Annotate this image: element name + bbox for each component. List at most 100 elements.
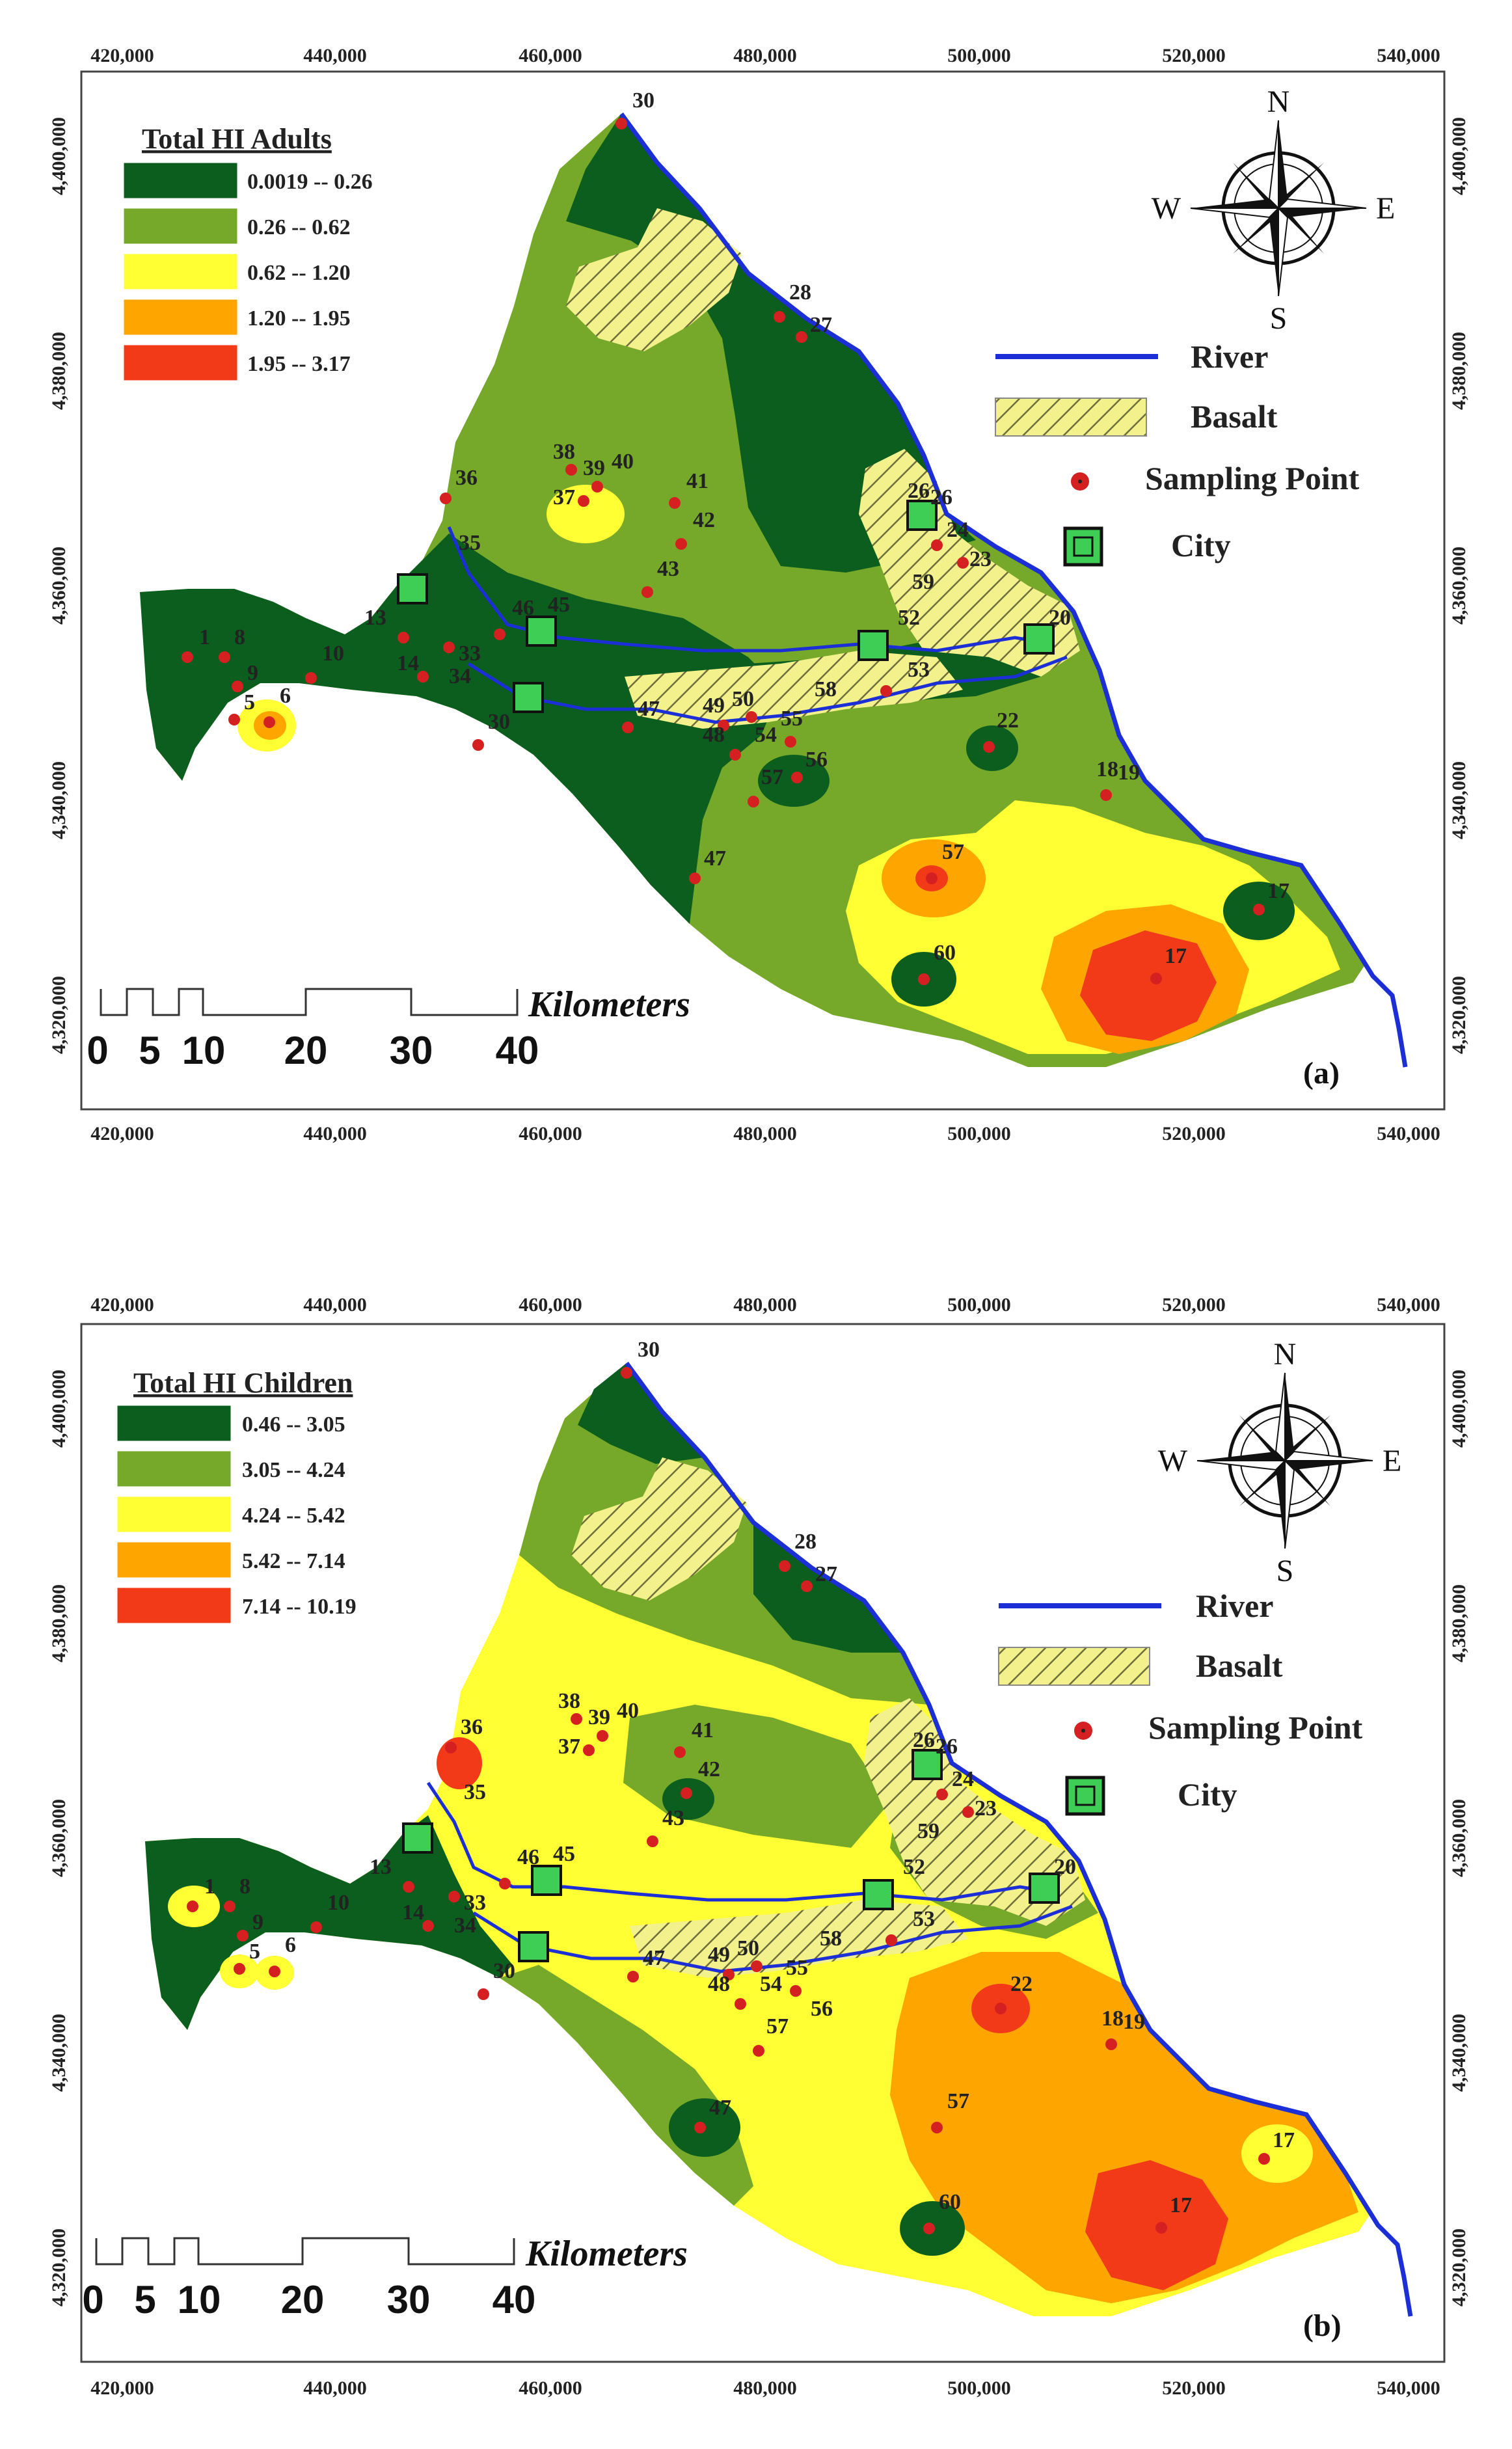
legend-swatch bbox=[123, 344, 238, 381]
x-tick: 440,000 bbox=[303, 45, 367, 66]
x-tick: 520,000 bbox=[1162, 1294, 1226, 1316]
sample-point bbox=[675, 538, 687, 550]
sample-label: 18 bbox=[1096, 757, 1118, 781]
compass-s: S bbox=[1276, 1554, 1294, 1588]
sample-point bbox=[689, 873, 701, 884]
sample-point bbox=[232, 681, 243, 692]
basalt-key-swatch bbox=[995, 398, 1147, 437]
map-panel-b: 420,000 440,000 460,000 480,000 500,000 … bbox=[48, 1294, 1470, 2399]
x-tick: 420,000 bbox=[90, 1294, 154, 1316]
sample-point bbox=[674, 1746, 686, 1758]
red-zone-16 bbox=[1080, 930, 1217, 1041]
compass-rose-icon: N S E W bbox=[1158, 1337, 1402, 1588]
sample-label: 47 bbox=[704, 846, 726, 871]
sample-point bbox=[1105, 2038, 1117, 2050]
sample-point bbox=[622, 722, 634, 733]
sample-label: 22 bbox=[997, 709, 1019, 733]
left-y-ticks: 4,400,000 4,380,000 4,360,000 4,340,000 … bbox=[48, 1370, 70, 2307]
sample-point bbox=[926, 873, 938, 884]
sample-label: 34 bbox=[454, 1914, 476, 1938]
legend-swatch bbox=[123, 208, 238, 245]
sample-point bbox=[422, 1920, 434, 1932]
sample-label: 17 bbox=[1165, 944, 1187, 968]
y-tick: 4,400,000 bbox=[1448, 117, 1470, 195]
sample-label: 30 bbox=[638, 1338, 660, 1362]
scale-label: 5 bbox=[134, 2278, 155, 2321]
city-marker bbox=[397, 573, 428, 604]
sample-label: 40 bbox=[612, 450, 634, 474]
sample-point bbox=[748, 796, 759, 807]
y-tick: 4,400,000 bbox=[1448, 1370, 1470, 1448]
city-markers bbox=[397, 500, 1055, 713]
sample-point bbox=[962, 1806, 974, 1818]
city-marker bbox=[402, 1822, 433, 1854]
sample-point bbox=[931, 2122, 943, 2133]
x-tick: 440,000 bbox=[303, 2377, 367, 2399]
y-tick: 4,380,000 bbox=[1448, 332, 1470, 410]
x-tick: 480,000 bbox=[733, 1294, 797, 1316]
inner-river-north bbox=[426, 1781, 1060, 1902]
sample-label: 22 bbox=[1010, 1972, 1033, 1996]
sample-label: 5 bbox=[249, 1940, 260, 1964]
scale-bar-line bbox=[95, 2237, 515, 2266]
sample-point bbox=[499, 1878, 511, 1889]
sample-point bbox=[1258, 2153, 1270, 2165]
legend-swatch bbox=[116, 1450, 232, 1487]
sample-label: 9 bbox=[252, 1910, 263, 1934]
scale-label: 10 bbox=[178, 2278, 221, 2321]
sample-point bbox=[403, 1881, 414, 1893]
top-x-ticks: 420,000 440,000 460,000 480,000 500,000 … bbox=[90, 1294, 1440, 1316]
sample-label: 30 bbox=[632, 88, 655, 113]
x-tick: 540,000 bbox=[1377, 1294, 1440, 1316]
compass-e: E bbox=[1383, 1444, 1401, 1478]
sample-label: 1 bbox=[204, 1874, 215, 1899]
sample-point bbox=[448, 1891, 460, 1902]
sample-label: 8 bbox=[239, 1874, 250, 1899]
scale-label: 40 bbox=[493, 2278, 536, 2321]
sample-point bbox=[187, 1901, 198, 1912]
basalt-river bbox=[630, 1900, 968, 1978]
y-tick: 4,340,000 bbox=[48, 761, 70, 839]
sample-labels: 30 28 27 38 37 39 40 41 42 43 36 35 1 8 … bbox=[199, 88, 1289, 968]
legend-a: Total HI Adults 0.0019 -- 0.26 0.26 -- 0… bbox=[123, 123, 373, 381]
x-tick: 460,000 bbox=[519, 2377, 582, 2399]
city-marker bbox=[906, 500, 938, 531]
sample-point bbox=[219, 651, 230, 663]
y-tick: 4,380,000 bbox=[48, 332, 70, 410]
right-y-ticks: 4,400,000 4,380,000 4,360,000 4,340,000 … bbox=[1448, 117, 1470, 1054]
sample-label: 55 bbox=[781, 707, 803, 731]
y-tick: 4,320,000 bbox=[1448, 976, 1470, 1054]
panel-label-b: (b) bbox=[1303, 2308, 1342, 2343]
sample-label: 18 bbox=[1101, 2007, 1124, 2031]
sample-label: 45 bbox=[548, 593, 570, 617]
sample-label: 26 bbox=[908, 479, 930, 503]
sample-label: 35 bbox=[464, 1780, 486, 1804]
city-marker bbox=[911, 1749, 943, 1780]
legend-swatch bbox=[123, 162, 238, 199]
area-west-dark bbox=[145, 1815, 513, 2030]
x-tick: 480,000 bbox=[733, 2377, 797, 2399]
sample-label: 28 bbox=[794, 1530, 817, 1554]
compass-e: E bbox=[1376, 191, 1395, 226]
sample-label: 33 bbox=[459, 642, 481, 666]
sample-point bbox=[751, 1960, 763, 1972]
sample-label: 35 bbox=[459, 531, 481, 555]
sample-label: 55 bbox=[786, 1956, 808, 1980]
basalt-north bbox=[566, 208, 742, 351]
sample-point bbox=[669, 497, 681, 509]
sample-point bbox=[918, 973, 930, 985]
x-tick: 540,000 bbox=[1377, 2377, 1440, 2399]
key-river: River bbox=[1191, 338, 1268, 375]
sample-label: 27 bbox=[810, 313, 832, 337]
y-tick: 4,360,000 bbox=[1448, 547, 1470, 625]
sample-point bbox=[571, 1713, 582, 1725]
sample-label: 41 bbox=[692, 1718, 714, 1742]
sample-label: 48 bbox=[703, 723, 725, 747]
compass-rose-icon: N S E W bbox=[1152, 85, 1396, 336]
sample-label: 26 bbox=[913, 1728, 935, 1752]
sample-point bbox=[263, 716, 275, 728]
yellow-zone-17 bbox=[1241, 2124, 1313, 2183]
sample-point bbox=[746, 711, 757, 723]
city-marker bbox=[513, 682, 544, 713]
sample-point bbox=[790, 1985, 802, 1997]
